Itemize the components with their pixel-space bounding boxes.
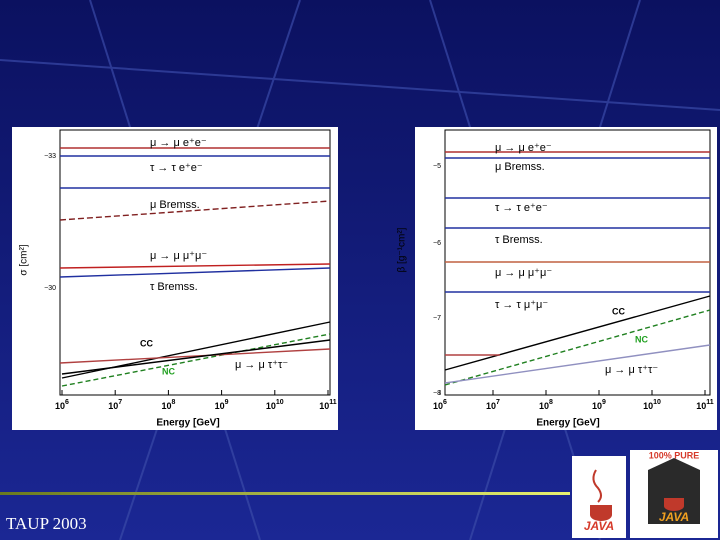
annotation: μ → μ μ⁺μ⁻ [495, 267, 552, 279]
tick-exp: 10 [276, 399, 284, 406]
annotation: τ → τ e⁺e⁻ [150, 162, 203, 174]
tick-exp: 8 [549, 399, 553, 406]
y-tick-label: −7 [433, 315, 441, 322]
annotation: μ → μ μ⁺μ⁻ [150, 250, 207, 262]
x-axis-label: Energy [GeV] [536, 418, 599, 429]
curve [59, 200, 331, 221]
logo-cup [664, 498, 684, 511]
x-tick-label: 107 [486, 399, 500, 412]
y-tick-label: −33 [44, 153, 56, 160]
x-tick-label: 109 [592, 399, 606, 412]
x-tick-label: 1011 [696, 399, 714, 412]
logo-steam [592, 469, 602, 503]
tick-exp: 7 [496, 399, 500, 406]
curve [444, 344, 711, 384]
annotation: τ → τ e⁺e⁻ [495, 202, 548, 214]
curve [444, 309, 711, 386]
y-tick-label: −30 [44, 285, 56, 292]
tick-exp: 7 [118, 399, 122, 406]
x-tick-label: 106 [55, 399, 69, 412]
x-axis-label: Energy [GeV] [156, 418, 219, 429]
footer-text: TAUP 2003 [6, 514, 87, 533]
x-tick-label: 1010 [643, 399, 661, 412]
logo-label: JAVA [659, 510, 689, 524]
tick-exp: 10 [653, 399, 661, 406]
x-tick-label: 108 [161, 399, 175, 412]
footer-rule [0, 492, 570, 495]
logo-cup [590, 505, 612, 521]
y-axis-label: σ [cm²] [19, 244, 30, 275]
curve [59, 263, 331, 269]
tick-exp: 11 [329, 399, 337, 406]
y-tick-label: −8 [433, 390, 441, 397]
tick-base: 10 [643, 401, 653, 411]
x-tick-label: 1010 [266, 399, 284, 412]
tick-exp: 8 [171, 399, 175, 406]
annotation: μ → μ e⁺e⁻ [495, 142, 552, 154]
x-tick-label: 109 [215, 399, 229, 412]
x-tick-label: 108 [539, 399, 553, 412]
tick-base: 10 [319, 401, 329, 411]
x-tick-label: 106 [433, 399, 447, 412]
annotation: μ Bremss. [495, 161, 545, 173]
annotation: μ Bremss. [150, 199, 200, 211]
tick-base: 10 [592, 401, 602, 411]
curve [59, 267, 331, 278]
y-tick-label: −6 [433, 240, 441, 247]
annotation: CC [612, 306, 625, 316]
tick-exp: 11 [706, 399, 714, 406]
tick-base: 10 [161, 401, 171, 411]
tick-base: 10 [433, 401, 443, 411]
logo-badge [648, 458, 700, 524]
annotation: μ → μ τ⁺τ⁻ [605, 364, 658, 376]
annotation: NC [162, 366, 175, 376]
tick-exp: 9 [602, 399, 606, 406]
logo-box [572, 456, 626, 538]
plot-image [12, 127, 338, 430]
curve [61, 333, 331, 387]
x-tick-label: 1011 [319, 399, 337, 412]
plot-image [415, 127, 717, 430]
curve [444, 295, 711, 371]
annotation: τ → τ μ⁺μ⁻ [495, 299, 548, 311]
tick-base: 10 [696, 401, 706, 411]
logo-label: JAVA [584, 519, 614, 533]
annotation: τ Bremss. [495, 234, 543, 246]
tick-base: 10 [539, 401, 549, 411]
tick-base: 10 [108, 401, 118, 411]
curve [61, 339, 331, 375]
tick-exp: 6 [443, 399, 447, 406]
tick-exp: 6 [65, 399, 69, 406]
logo-ring: 100% PURE [649, 450, 700, 460]
y-axis-label: β [g⁻¹cm²] [397, 227, 408, 272]
annotation: NC [635, 334, 648, 344]
x-tick-label: 107 [108, 399, 122, 412]
tick-exp: 9 [225, 399, 229, 406]
tick-base: 10 [486, 401, 496, 411]
tick-base: 10 [215, 401, 225, 411]
tick-base: 10 [55, 401, 65, 411]
annotation: τ Bremss. [150, 281, 198, 293]
tick-base: 10 [266, 401, 276, 411]
plot-frame [59, 129, 331, 396]
curve [59, 348, 331, 364]
annotation: μ → μ τ⁺τ⁻ [235, 359, 288, 371]
annotation: CC [140, 338, 153, 348]
y-tick-label: −5 [433, 163, 441, 170]
annotation: μ → μ e⁺e⁻ [150, 137, 207, 149]
